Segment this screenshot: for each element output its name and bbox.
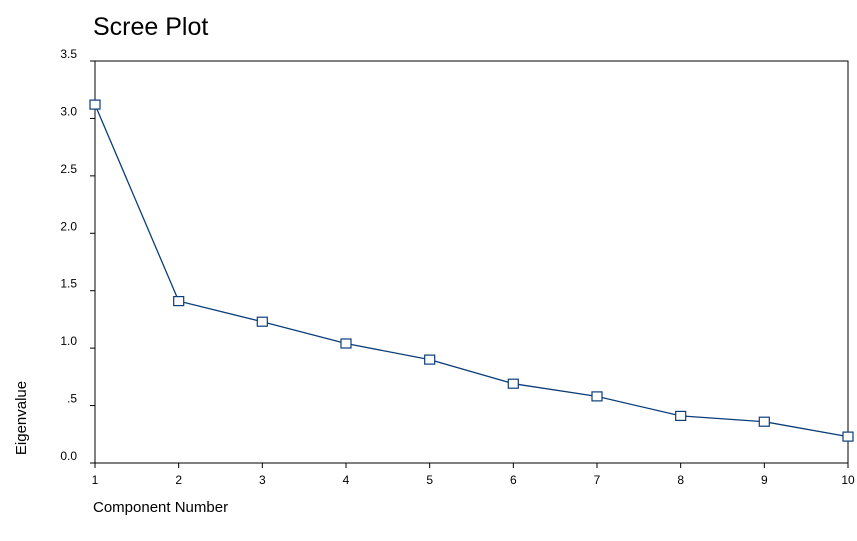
x-tick-label: 8 <box>677 473 684 487</box>
y-tick-label: 1.5 <box>60 277 77 291</box>
x-tick-label: 4 <box>343 473 350 487</box>
chart-title: Scree Plot <box>93 13 208 41</box>
data-point-marker <box>173 296 185 307</box>
x-tick-label: 7 <box>594 473 601 487</box>
y-tick-label: 1.0 <box>60 334 77 348</box>
y-axis-label: Eigenvalue <box>13 381 30 455</box>
x-tick-label: 6 <box>510 473 517 487</box>
x-tick-label: 9 <box>761 473 768 487</box>
series-line <box>94 104 849 438</box>
x-axis: 1 2 3 4 5 6 7 8 9 10 <box>92 463 855 487</box>
y-tick-label: 3.5 <box>60 47 77 61</box>
data-point-marker <box>340 338 352 349</box>
x-tick-label: 2 <box>175 473 182 487</box>
y-tick-label: 0.0 <box>60 449 77 463</box>
x-tick-label: 5 <box>426 473 433 487</box>
data-point-marker <box>591 391 603 402</box>
x-axis-label: Component Number <box>93 499 228 516</box>
data-point-marker <box>675 410 687 421</box>
y-tick-label: 2.0 <box>60 219 77 233</box>
x-tick-label: 10 <box>841 473 855 487</box>
plot-frame <box>94 60 849 464</box>
data-point-marker <box>758 416 770 427</box>
y-tick-label: 2.5 <box>60 162 77 176</box>
data-point-marker <box>842 431 854 442</box>
data-point-marker <box>89 99 101 110</box>
y-tick-label: 3.0 <box>60 104 77 118</box>
data-point-marker <box>256 316 268 327</box>
x-tick-label: 1 <box>92 473 99 487</box>
series-layer <box>89 99 854 442</box>
y-tick-label: .5 <box>67 392 77 406</box>
y-axis: 0.0 .5 1.0 1.5 2.0 2.5 3.0 3.5 <box>60 47 95 464</box>
data-point-marker <box>507 378 519 389</box>
data-point-marker <box>424 354 436 365</box>
x-tick-label: 3 <box>259 473 266 487</box>
